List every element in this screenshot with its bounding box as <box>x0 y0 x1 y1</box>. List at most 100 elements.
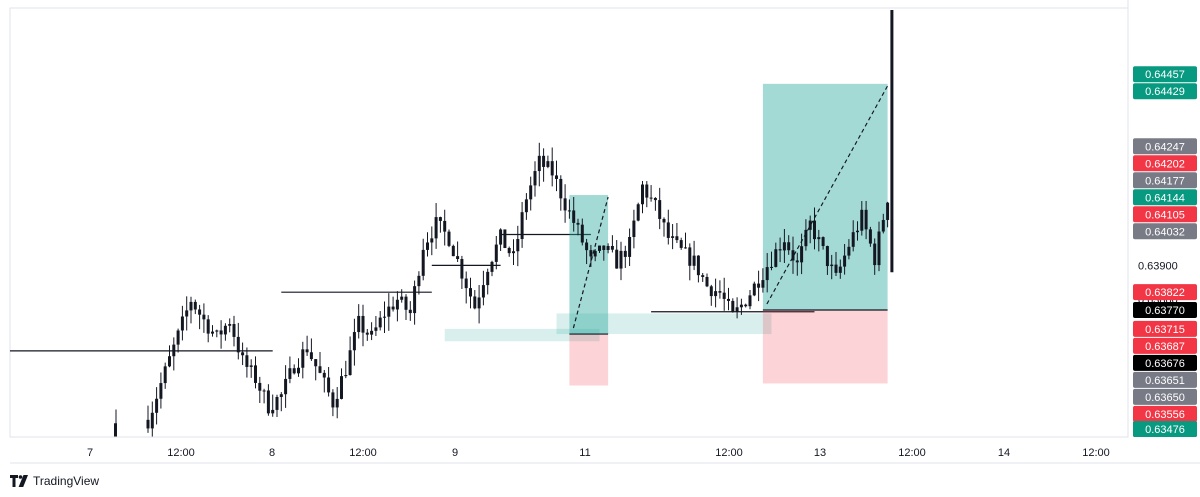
candle-body[interactable] <box>258 382 262 391</box>
candle-body[interactable] <box>881 219 885 232</box>
candle-body[interactable] <box>748 295 752 307</box>
candle-body[interactable] <box>598 245 601 251</box>
candle-body[interactable] <box>873 243 877 266</box>
candle-body[interactable] <box>327 377 331 393</box>
price-badge[interactable]: 0.64105 <box>1133 206 1197 223</box>
price-badge[interactable]: 0.64032 <box>1133 223 1197 240</box>
candle-body[interactable] <box>739 304 743 308</box>
candle-body[interactable] <box>344 375 348 377</box>
imbalance-zone[interactable] <box>444 328 600 342</box>
candle-body[interactable] <box>731 300 735 312</box>
candle-body[interactable] <box>821 237 825 247</box>
candle-body[interactable] <box>185 310 189 317</box>
price-badge[interactable]: 0.63651 <box>1133 371 1197 388</box>
candle-body[interactable] <box>223 325 227 335</box>
candle-body[interactable] <box>782 242 786 251</box>
candle-body[interactable] <box>641 184 644 205</box>
candle-body[interactable] <box>619 250 623 269</box>
candle-body[interactable] <box>722 292 726 299</box>
candle-body[interactable] <box>636 204 640 221</box>
candle-body[interactable] <box>701 275 705 277</box>
candle-body[interactable] <box>791 250 795 261</box>
candle-body[interactable] <box>856 230 859 233</box>
candle-body[interactable] <box>512 251 515 254</box>
candle-body[interactable] <box>658 200 662 219</box>
candle-body[interactable] <box>378 317 382 328</box>
candle-body[interactable] <box>172 344 176 357</box>
candle-body[interactable] <box>219 330 223 335</box>
price-badge[interactable]: 0.63687 <box>1133 337 1197 354</box>
candle-body[interactable] <box>486 271 490 286</box>
candle-body[interactable] <box>490 261 494 272</box>
candle-body[interactable] <box>434 217 438 239</box>
candle-body[interactable] <box>533 171 537 186</box>
candle-body[interactable] <box>735 307 739 312</box>
candle-body[interactable] <box>189 301 193 311</box>
price-badge[interactable]: 0.63770 <box>1133 302 1197 319</box>
candle-body[interactable] <box>426 242 429 250</box>
price-badge[interactable]: 0.64429 <box>1133 83 1197 100</box>
candle-body[interactable] <box>469 288 472 297</box>
candle-body[interactable] <box>602 245 606 251</box>
candle-body[interactable] <box>340 376 343 399</box>
candle-body[interactable] <box>211 331 214 334</box>
candle-body[interactable] <box>146 419 150 429</box>
candle-body[interactable] <box>817 237 821 240</box>
candle-body[interactable] <box>481 285 485 298</box>
candle-body[interactable] <box>744 304 748 307</box>
time-axis[interactable]: 7 12:00 8 12:00 9 11 12:00 13 12:00 14 12:00 <box>10 436 1200 464</box>
candle-body[interactable] <box>666 222 670 238</box>
candle-body[interactable] <box>623 250 627 257</box>
tradingview-brand[interactable]: TradingView <box>10 472 99 490</box>
candle-body[interactable] <box>843 255 847 267</box>
candle-body[interactable] <box>555 175 558 179</box>
candle-body[interactable] <box>292 368 296 374</box>
candle-body[interactable] <box>421 249 425 276</box>
candle-body[interactable] <box>176 330 180 345</box>
candle-body[interactable] <box>451 245 455 257</box>
candle-body[interactable] <box>322 372 326 378</box>
candle-body[interactable] <box>365 332 369 335</box>
candle-body[interactable] <box>632 220 636 237</box>
candle-body[interactable] <box>202 314 206 320</box>
candle-body[interactable] <box>249 365 253 367</box>
candle-body[interactable] <box>563 198 567 211</box>
candle-body[interactable] <box>400 296 404 300</box>
candle-body[interactable] <box>529 185 533 200</box>
candle-body[interactable] <box>499 229 503 245</box>
candle-body[interactable] <box>808 220 812 230</box>
candle-body[interactable] <box>559 178 563 199</box>
price-badge[interactable]: 0.63715 <box>1133 320 1197 337</box>
candle-body[interactable] <box>696 255 700 276</box>
candle-body[interactable] <box>404 296 408 310</box>
candle-body[interactable] <box>198 309 202 315</box>
candle-body[interactable] <box>774 249 778 267</box>
candle-body[interactable] <box>580 224 584 243</box>
candle-body[interactable] <box>610 245 614 250</box>
price-badge[interactable]: 0.64177 <box>1133 172 1197 189</box>
candle-body[interactable] <box>477 297 481 309</box>
candle-body[interactable] <box>279 394 283 397</box>
candle-body[interactable] <box>864 209 868 230</box>
candle-body[interactable] <box>443 220 447 232</box>
position-stop-zone[interactable] <box>762 310 888 384</box>
candle-body[interactable] <box>309 352 313 360</box>
candle-body[interactable] <box>550 161 554 176</box>
candle-body[interactable] <box>709 286 713 297</box>
candle-body[interactable] <box>417 275 421 287</box>
candle-body[interactable] <box>357 315 361 333</box>
candle-body[interactable] <box>305 349 309 353</box>
price-badge[interactable]: 0.64144 <box>1133 189 1197 206</box>
candle-body[interactable] <box>679 240 683 248</box>
candle-body[interactable] <box>593 250 597 257</box>
price-badge[interactable]: 0.64202 <box>1133 155 1197 172</box>
candle-body[interactable] <box>800 246 804 263</box>
candle-body[interactable] <box>886 202 890 220</box>
candle-body[interactable] <box>387 306 391 317</box>
candle-body[interactable] <box>520 212 524 240</box>
candle-body[interactable] <box>718 291 722 293</box>
candle-body[interactable] <box>714 291 718 297</box>
candle-body[interactable] <box>813 220 816 240</box>
candle-body[interactable] <box>266 390 270 414</box>
candle-body[interactable] <box>159 383 163 399</box>
